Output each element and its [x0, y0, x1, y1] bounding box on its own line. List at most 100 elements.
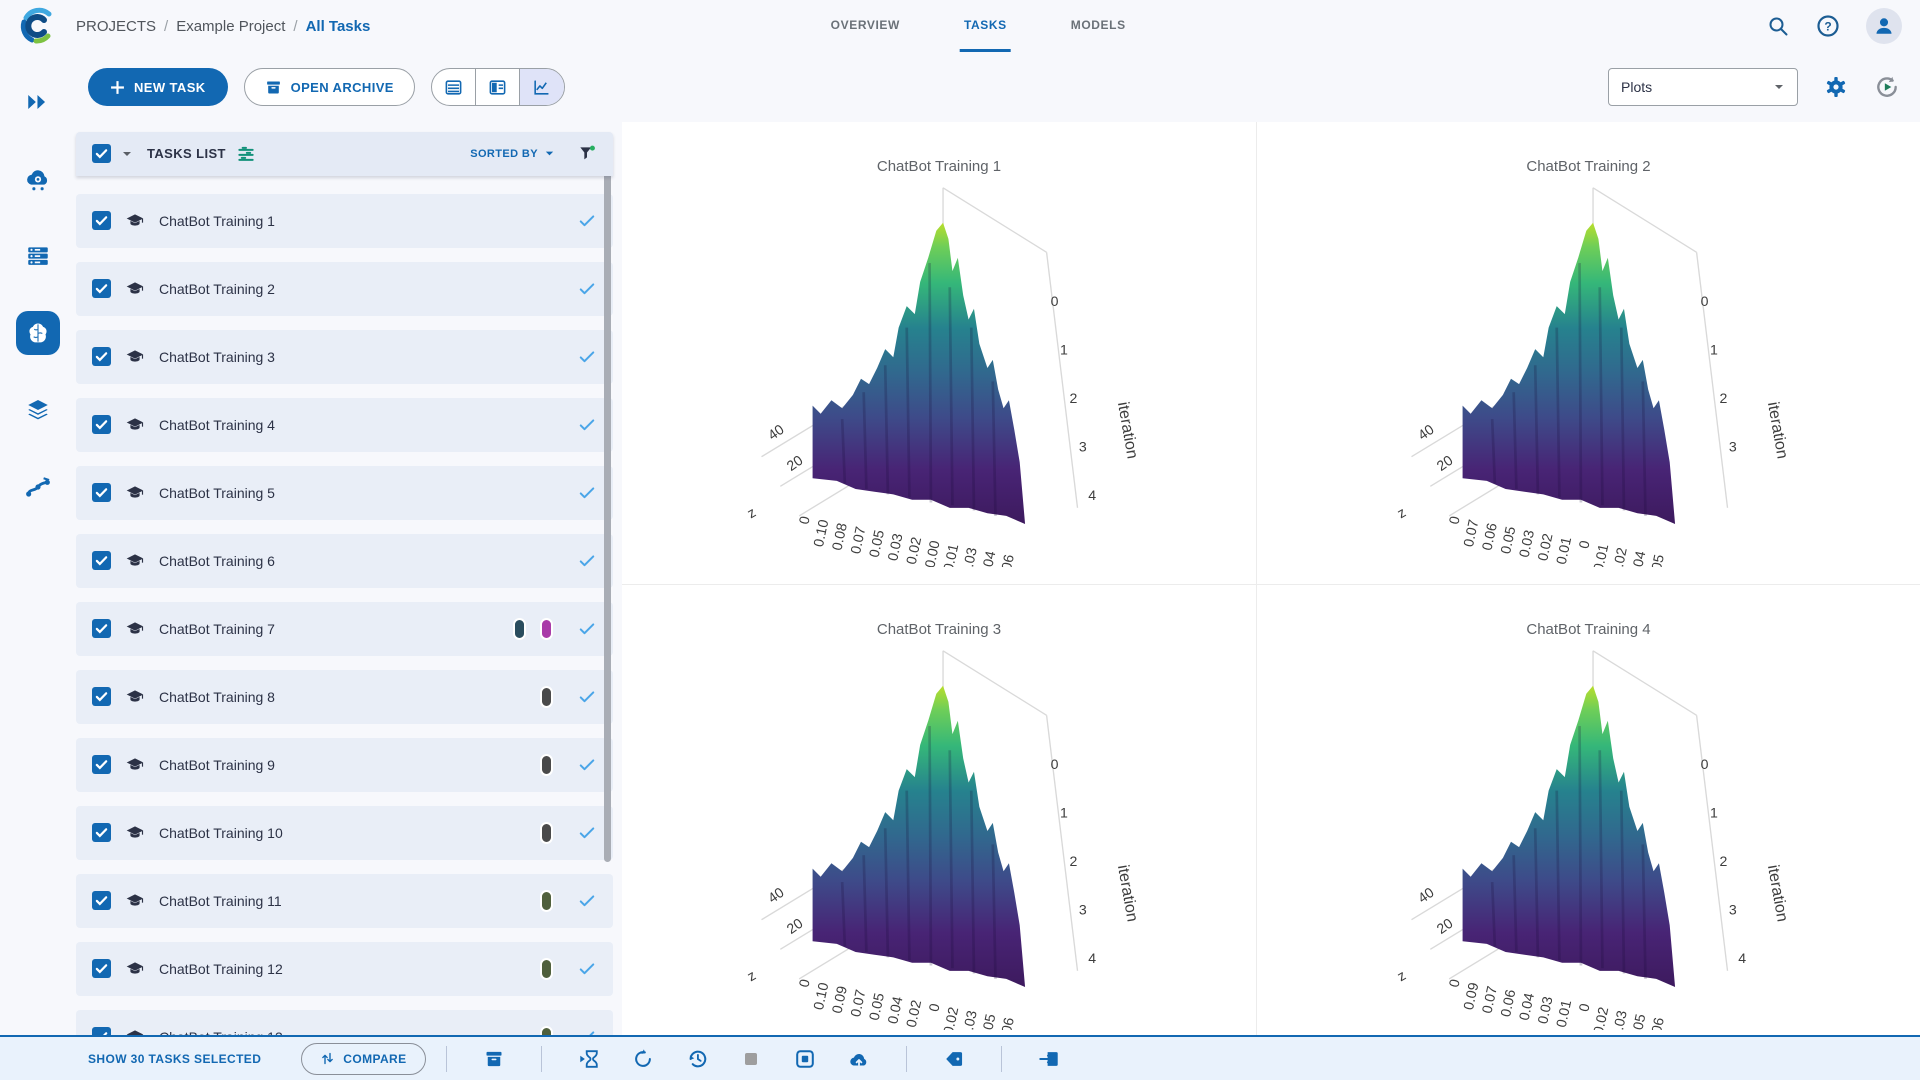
- compare-button[interactable]: COMPARE: [301, 1042, 426, 1075]
- task-row[interactable]: ChatBot Training 5: [76, 465, 613, 520]
- task-tag-pill: [540, 617, 553, 640]
- rail-item-layers-icon[interactable]: [16, 388, 60, 432]
- rail-item-chevrons-right-icon[interactable]: [16, 80, 60, 124]
- select-all-checkbox[interactable]: [92, 144, 111, 164]
- iteration-axis-label: iteration: [1114, 863, 1142, 923]
- rail-item-pipeline-icon[interactable]: [16, 465, 60, 509]
- plots-view-icon[interactable]: [519, 69, 564, 105]
- svg-text:-0.03: -0.03: [958, 546, 980, 567]
- user-avatar[interactable]: [1866, 8, 1902, 44]
- svg-text:-0.05: -0.05: [1626, 1012, 1648, 1030]
- task-name: ChatBot Training 6: [159, 552, 275, 569]
- rail-item-brain-icon[interactable]: [16, 311, 60, 355]
- help-icon[interactable]: ?: [1816, 14, 1840, 38]
- task-row[interactable]: ChatBot Training 9: [76, 737, 613, 792]
- task-row[interactable]: ChatBot Training 12: [76, 941, 613, 996]
- tab-models[interactable]: MODELS: [1070, 17, 1126, 32]
- filter-funnel-icon[interactable]: [577, 144, 597, 164]
- task-checkbox[interactable]: [92, 823, 111, 843]
- auto-refresh-icon[interactable]: [1874, 74, 1900, 100]
- breadcrumb-projects[interactable]: PROJECTS: [76, 17, 157, 35]
- task-row[interactable]: ChatBot Training 6: [76, 533, 613, 588]
- svg-text:2: 2: [1719, 390, 1727, 406]
- split-view-icon[interactable]: [476, 69, 520, 105]
- move-to-project-icon[interactable]: [1032, 1042, 1066, 1076]
- tab-tasks[interactable]: TASKS: [959, 0, 1011, 52]
- reset-history-icon[interactable]: [680, 1042, 714, 1076]
- search-icon[interactable]: [1766, 14, 1790, 38]
- selected-check-icon: [579, 351, 595, 362]
- task-checkbox[interactable]: [92, 687, 111, 707]
- task-checkbox[interactable]: [92, 551, 111, 571]
- plot-title: ChatBot Training 2: [1526, 158, 1651, 175]
- task-checkbox[interactable]: [92, 959, 111, 979]
- tasks-list-panel: TASKS LIST SORTED BY: [76, 132, 613, 1035]
- task-checkbox[interactable]: [92, 279, 111, 299]
- show-selected-link[interactable]: SHOW 30 TASKS SELECTED: [88, 1051, 262, 1066]
- iteration-axis-label: iteration: [1114, 400, 1142, 460]
- task-row[interactable]: ChatBot Training 1: [76, 193, 613, 248]
- task-row[interactable]: ChatBot Training 7: [76, 601, 613, 656]
- task-row[interactable]: ChatBot Training 13: [76, 1009, 613, 1035]
- breadcrumb-project[interactable]: Example Project: [176, 17, 286, 35]
- training-task-icon: [126, 690, 144, 702]
- svg-text:0.02: 0.02: [903, 998, 924, 1028]
- task-row[interactable]: ChatBot Training 4: [76, 397, 613, 452]
- svg-text:0: 0: [1051, 293, 1059, 309]
- svg-text:0: 0: [1575, 1002, 1592, 1013]
- metric-variant-dropdown[interactable]: Plots: [1608, 68, 1798, 106]
- retry-icon[interactable]: [626, 1042, 660, 1076]
- task-tag-pill: [540, 753, 553, 776]
- svg-text:0.06: 0.06: [1497, 988, 1518, 1018]
- clearml-logo[interactable]: [0, 6, 76, 46]
- select-mode-caret-icon[interactable]: [121, 148, 133, 160]
- publish-cloud-icon[interactable]: [842, 1042, 876, 1076]
- z-axis-label: z: [744, 504, 758, 521]
- tasks-list-header: TASKS LIST SORTED BY: [76, 132, 613, 176]
- selected-check-icon: [579, 623, 595, 634]
- selected-check-icon: [579, 215, 595, 226]
- svg-text:-0.01: -0.01: [939, 542, 961, 567]
- open-archive-button[interactable]: OPEN ARCHIVE: [243, 68, 415, 106]
- tag-icon[interactable]: [937, 1042, 971, 1076]
- task-name: ChatBot Training 2: [159, 280, 275, 297]
- rail-item-servers-icon[interactable]: [16, 234, 60, 278]
- task-checkbox[interactable]: [92, 619, 111, 639]
- task-row[interactable]: ChatBot Training 11: [76, 873, 613, 928]
- tasks-scrollbar[interactable]: [604, 162, 611, 862]
- svg-text:0.08: 0.08: [829, 521, 850, 551]
- tune-icon[interactable]: [236, 144, 256, 164]
- svg-text:4: 4: [1738, 950, 1746, 966]
- svg-text:0: 0: [1445, 514, 1462, 525]
- task-row[interactable]: ChatBot Training 8: [76, 669, 613, 724]
- task-name: ChatBot Training 7: [159, 620, 275, 637]
- tab-overview[interactable]: OVERVIEW: [830, 17, 900, 32]
- task-row[interactable]: ChatBot Training 3: [76, 329, 613, 384]
- task-checkbox[interactable]: [92, 347, 111, 367]
- task-checkbox[interactable]: [92, 211, 111, 231]
- new-task-button[interactable]: NEW TASK: [88, 68, 228, 106]
- task-checkbox[interactable]: [92, 483, 111, 503]
- svg-text:0.07: 0.07: [847, 525, 868, 555]
- svg-text:0.07: 0.07: [1460, 518, 1481, 548]
- rail-item-cloud-gear-icon[interactable]: [16, 157, 60, 201]
- sorted-by-control[interactable]: SORTED BY: [470, 148, 555, 160]
- task-checkbox[interactable]: [92, 755, 111, 775]
- task-name: ChatBot Training 8: [159, 688, 275, 705]
- task-checkbox[interactable]: [92, 1027, 111, 1035]
- table-view-icon[interactable]: [432, 69, 476, 105]
- task-row[interactable]: ChatBot Training 2: [76, 261, 613, 316]
- task-checkbox[interactable]: [92, 891, 111, 911]
- abort-icon[interactable]: [788, 1042, 822, 1076]
- task-checkbox[interactable]: [92, 415, 111, 435]
- archive-icon[interactable]: [477, 1042, 511, 1076]
- task-row[interactable]: ChatBot Training 10: [76, 805, 613, 860]
- selection-footer: SHOW 30 TASKS SELECTED COMPARE: [0, 1035, 1920, 1080]
- enqueue-hourglass-icon[interactable]: [572, 1042, 606, 1076]
- settings-gear-icon[interactable]: [1824, 75, 1848, 99]
